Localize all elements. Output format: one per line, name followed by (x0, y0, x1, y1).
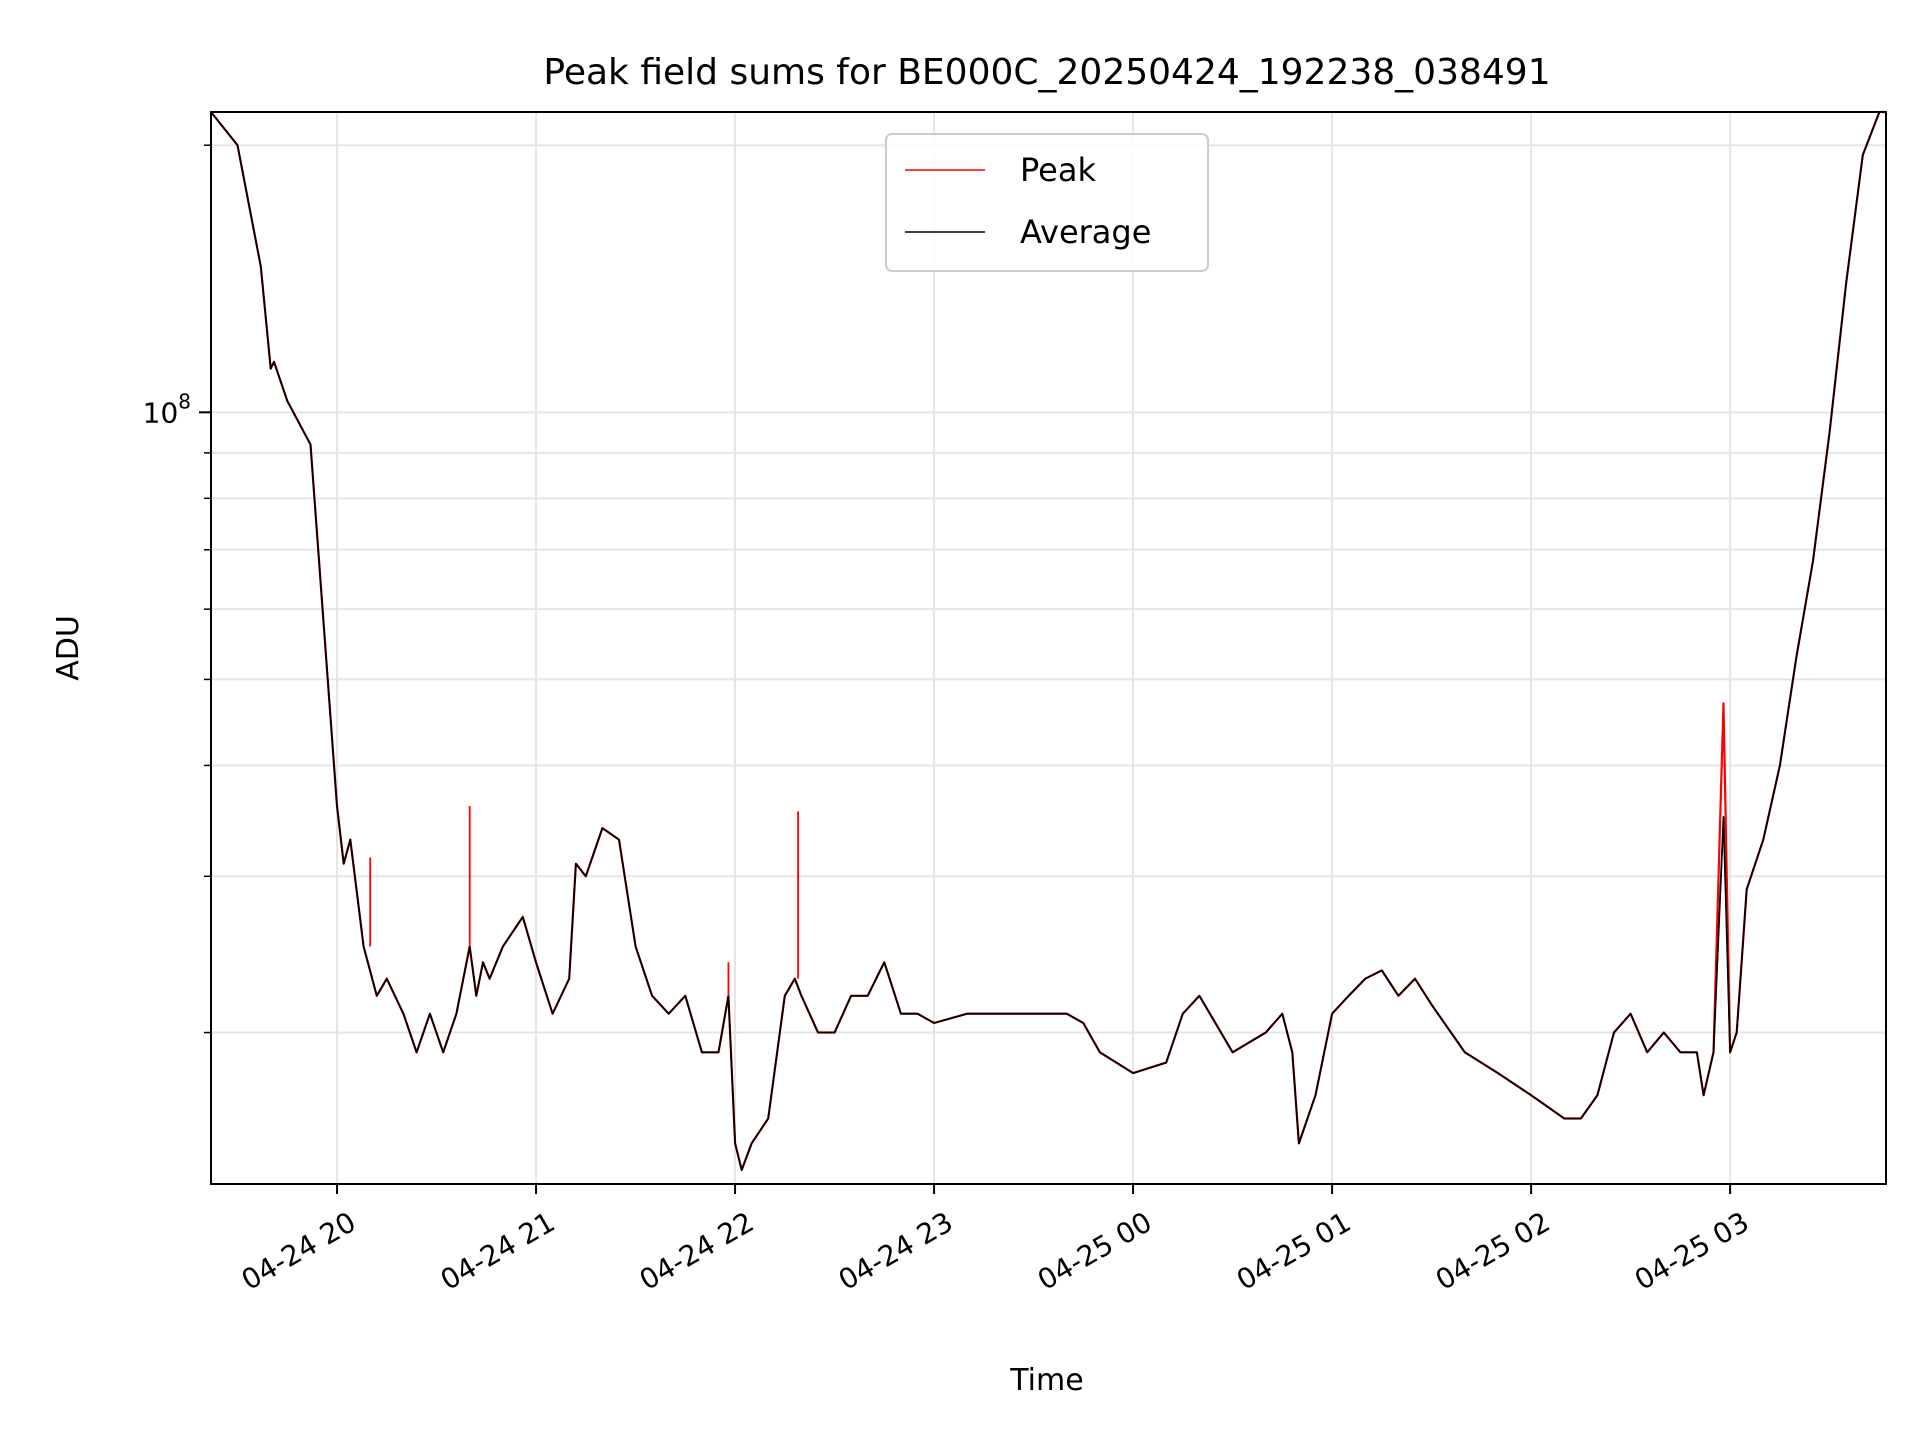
series-line-average (210, 111, 1886, 1171)
grid (211, 112, 1886, 1184)
chart-title: Peak field sums for BE000C_20250424_1922… (543, 52, 1550, 93)
legend-average-label: Average (1020, 213, 1151, 251)
legend-box (885, 133, 1209, 272)
y-axis: 108 (143, 144, 211, 1034)
y-axis-label: ADU (51, 615, 86, 681)
x-axis-label: Time (1009, 1363, 1083, 1398)
plot-frame (210, 111, 1887, 1185)
plot-lines (210, 110, 1886, 1172)
legend-peak-label: Peak (1020, 151, 1096, 189)
y-tick-label: 108 (143, 389, 191, 429)
legend: Peak Average (885, 133, 1209, 272)
